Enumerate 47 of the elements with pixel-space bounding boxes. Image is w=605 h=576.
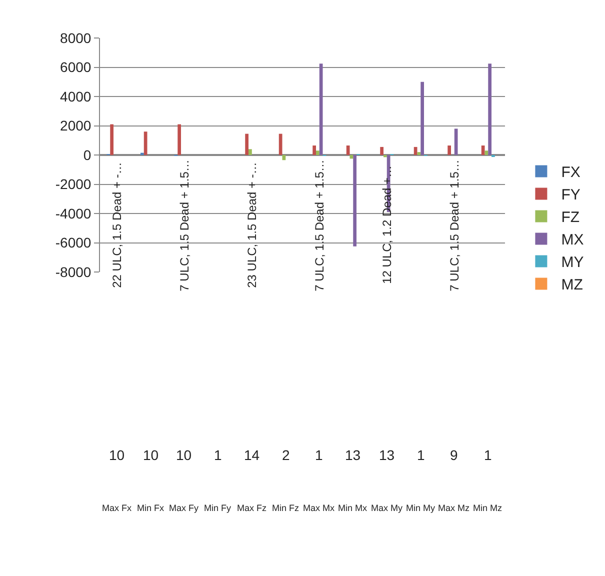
y-tick-label: -6000	[55, 234, 92, 251]
bar	[454, 128, 458, 155]
bar	[488, 64, 492, 155]
category-label: Min Mx 13	[338, 447, 367, 513]
bar	[484, 150, 488, 155]
y-tick-label: -8000	[55, 264, 92, 280]
bar	[245, 134, 248, 155]
bar	[414, 146, 418, 155]
y-tick-label: 8000	[60, 30, 92, 46]
category-label: Max My 13 12 ULC, 1.2 Dead +…	[371, 165, 402, 513]
category-label: Min Fz 2	[272, 447, 299, 513]
bar	[481, 145, 485, 155]
category-label: Min Mz 1	[473, 447, 502, 513]
y-tick-label: 2000	[60, 118, 92, 134]
legend-label: FZ	[561, 209, 580, 226]
bar	[380, 146, 384, 155]
category-label: Max Mx 1 7 ULC, 1.5 Dead + 1.5…	[303, 160, 334, 513]
bar	[144, 132, 148, 155]
bar	[420, 82, 424, 155]
bar	[417, 152, 421, 155]
category-label: Min Fx 10	[137, 447, 164, 513]
legend-label: MZ	[561, 276, 583, 294]
category-label: Max Mz 9 7 ULC, 1.5 Dead + 1.5…	[438, 160, 470, 513]
bar	[278, 134, 282, 155]
legend-label: FY	[561, 186, 580, 204]
category-label: Max Fx 10 22 ULC, 1.5 Dead + -…	[102, 162, 132, 513]
category-label: Max Fz 14 23 ULC, 1.5 Dead + -…	[237, 162, 267, 513]
category-label: Min Fy 1	[204, 447, 231, 513]
bar	[319, 64, 323, 155]
category-label: Min My 1	[406, 447, 435, 513]
bar	[346, 145, 350, 155]
bar	[312, 145, 316, 155]
y-tick-label: 0	[83, 146, 92, 163]
legend-label: MY	[561, 254, 584, 272]
bar	[353, 155, 356, 246]
bar	[448, 145, 451, 155]
category-label: Max Fy 10 7 ULC, 1.5 Dead + 1.5…	[169, 160, 199, 513]
bar	[110, 124, 114, 155]
bar	[248, 149, 252, 155]
legend-label: MX	[561, 232, 584, 249]
bar	[178, 124, 181, 155]
legend-label: FX	[561, 164, 580, 182]
y-tick-label: -4000	[55, 205, 92, 222]
bar	[316, 150, 320, 155]
y-tick-label: 4000	[60, 88, 92, 104]
y-tick-label: -2000	[55, 176, 92, 192]
y-tick-label: 6000	[60, 59, 92, 76]
